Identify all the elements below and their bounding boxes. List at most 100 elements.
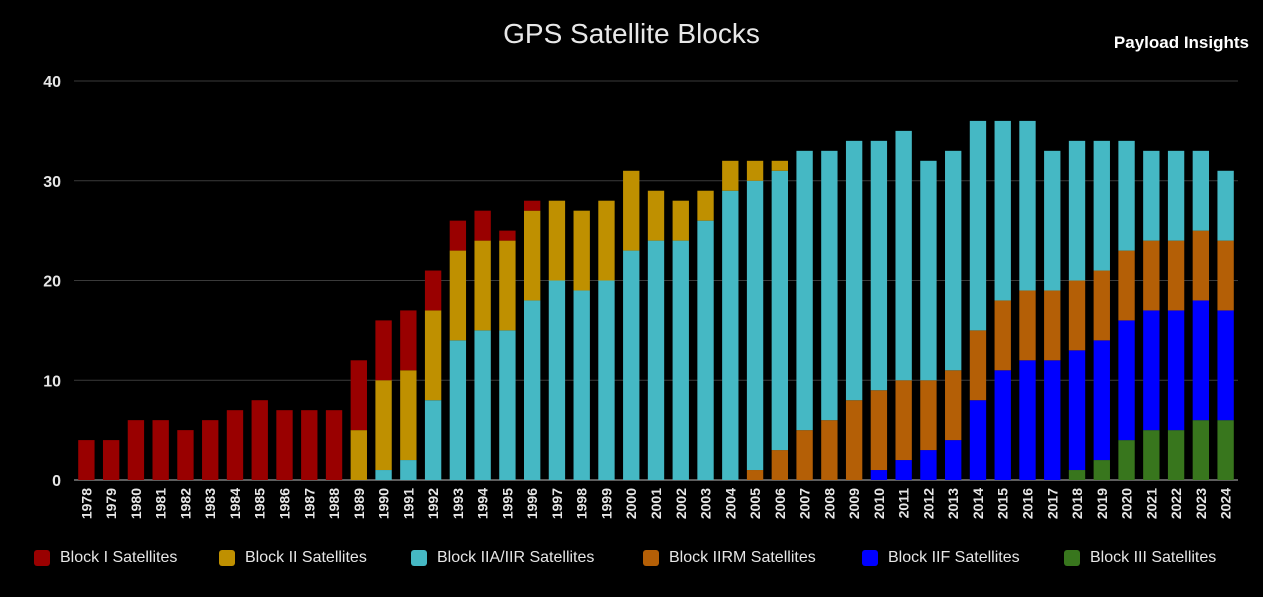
- bar-segment: [1093, 270, 1110, 341]
- x-tick-label: 2017: [1044, 488, 1060, 519]
- bar-segment: [1068, 140, 1086, 281]
- bar-segment: [920, 380, 937, 451]
- legend-item[interactable]: Block IIA/IIR Satellites: [411, 544, 594, 572]
- x-tick-label: 2003: [698, 488, 714, 519]
- legend-swatch: [643, 550, 659, 566]
- bar-segment: [647, 190, 665, 241]
- bar-segment: [499, 240, 516, 331]
- chart-legend: Block I Satellites Block II Satellites Blo…: [0, 544, 1263, 572]
- bar-segment: [870, 390, 888, 471]
- bar-segment: [623, 250, 640, 480]
- bar-segment: [78, 440, 95, 480]
- bar-segment: [920, 160, 937, 381]
- bar-segment: [1192, 420, 1210, 480]
- x-tick-label: 1993: [450, 488, 466, 519]
- bar-segment: [598, 280, 615, 480]
- bar-segment: [1093, 460, 1110, 480]
- x-tick-label: 1995: [499, 488, 515, 519]
- bar-segment: [449, 250, 467, 341]
- legend-swatch: [411, 550, 427, 566]
- watermark-label: Payload Insights: [1113, 33, 1249, 52]
- bar-segment: [400, 310, 417, 371]
- bar-segment: [226, 410, 244, 480]
- x-tick-label: 2016: [1019, 488, 1035, 519]
- bar-segment: [1167, 150, 1185, 241]
- x-tick-label: 1984: [227, 488, 243, 519]
- bar-segment: [400, 370, 417, 461]
- bar-segment: [1118, 320, 1135, 441]
- x-tick-label: 2004: [722, 488, 738, 519]
- bar-segment: [1217, 420, 1234, 480]
- x-tick-label: 1994: [475, 488, 491, 519]
- bar-segment: [548, 200, 566, 281]
- bar-segment: [1192, 150, 1210, 231]
- y-tick-label: 30: [43, 174, 61, 191]
- legend-swatch: [862, 550, 878, 566]
- bar-segment: [1068, 470, 1086, 480]
- bar-segment: [424, 400, 442, 480]
- x-tick-label: 2021: [1143, 488, 1159, 519]
- x-tick-label: 2001: [648, 488, 664, 519]
- bar-segment: [1143, 240, 1160, 311]
- x-tick-label: 1980: [128, 488, 144, 519]
- x-tick-label: 1986: [277, 488, 293, 519]
- bar-segment: [573, 210, 590, 291]
- x-tick-label: 1989: [351, 488, 367, 519]
- x-tick-label: 1992: [425, 488, 441, 519]
- bar-segment: [697, 220, 714, 480]
- bar-segment: [1044, 290, 1061, 361]
- legend-item[interactable]: Block IIF Satellites: [862, 544, 1020, 572]
- bar-segment: [920, 450, 937, 480]
- bar-segment: [598, 200, 615, 281]
- bar-segment: [202, 420, 219, 480]
- bar-segment: [746, 180, 764, 471]
- legend-item[interactable]: Block II Satellites: [219, 544, 367, 572]
- legend-swatch: [1064, 550, 1080, 566]
- legend-label: Block IIF Satellites: [888, 549, 1020, 566]
- bar-segment: [845, 400, 863, 480]
- bar-segment: [969, 120, 987, 331]
- x-tick-label: 2008: [821, 488, 837, 519]
- x-tick-label: 1979: [103, 488, 119, 519]
- bar-segment: [1167, 240, 1185, 311]
- bar-segment: [771, 450, 789, 480]
- x-tick-label: 1998: [574, 488, 590, 519]
- x-tick-label: 1983: [202, 488, 218, 519]
- bar-segment: [994, 300, 1011, 371]
- bar-segment: [1143, 430, 1160, 480]
- bar-segment: [1019, 290, 1036, 361]
- bar-segment: [845, 140, 863, 401]
- legend-swatch: [34, 550, 50, 566]
- x-tick-label: 2007: [797, 488, 813, 519]
- bar-segment: [821, 150, 838, 421]
- bar-segment: [1217, 240, 1234, 311]
- legend-swatch: [219, 550, 235, 566]
- bar-segment: [771, 160, 789, 171]
- bar-segment: [350, 360, 367, 431]
- y-tick-label: 0: [52, 473, 61, 490]
- bar-segment: [474, 210, 491, 241]
- legend-label: Block I Satellites: [60, 549, 178, 566]
- bar-segment: [127, 420, 145, 480]
- x-tick-label: 1982: [177, 488, 193, 519]
- bar-segment: [994, 120, 1011, 301]
- legend-item[interactable]: Block IIRM Satellites: [643, 544, 816, 572]
- bar-segment: [945, 440, 962, 480]
- legend-item[interactable]: Block III Satellites: [1064, 544, 1216, 572]
- bar-segment: [1118, 140, 1135, 251]
- bar-segment: [746, 470, 764, 480]
- bar-segment: [474, 240, 491, 331]
- bar-segment: [870, 470, 888, 480]
- x-tick-label: 2010: [871, 488, 887, 519]
- y-tick-label: 40: [43, 74, 61, 91]
- bar-segment: [1068, 280, 1086, 351]
- bar-segment: [1118, 250, 1135, 321]
- bar-segment: [697, 190, 714, 221]
- bar-segment: [895, 380, 912, 461]
- legend-item[interactable]: Block I Satellites: [34, 544, 177, 572]
- bar-segment: [672, 240, 689, 480]
- x-tick-label: 1987: [301, 488, 317, 519]
- bar-segment: [796, 150, 813, 431]
- bar-segment: [1217, 310, 1234, 421]
- x-tick-label: 1988: [326, 488, 342, 519]
